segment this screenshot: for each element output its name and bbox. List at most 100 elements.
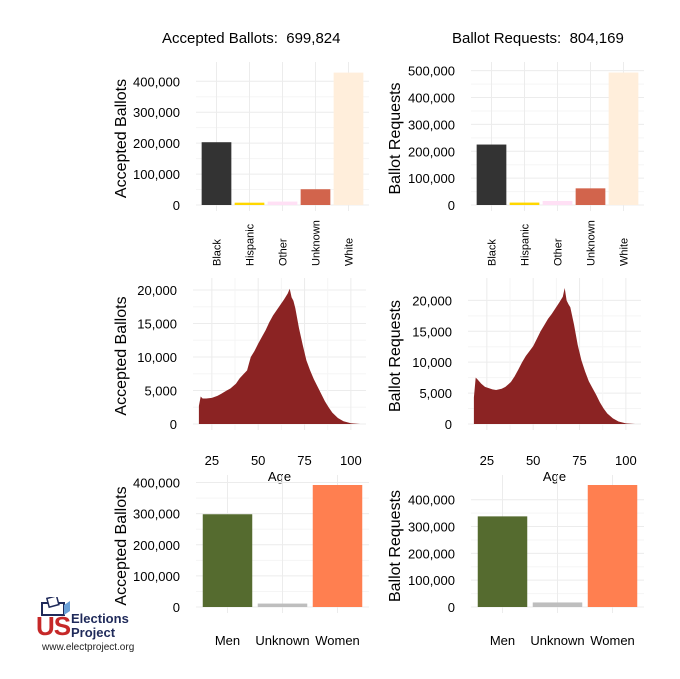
- race-accepted-bar-unknown: [300, 189, 331, 205]
- gender-requests-ytick-label: 0: [448, 600, 455, 615]
- age-requests-xtick-label: 100: [615, 453, 637, 468]
- race-requests-bar-hispanic: [509, 202, 540, 205]
- race-requests-bar-white: [608, 72, 639, 205]
- race-requests-ytick-label: 500,000: [408, 64, 455, 79]
- age-accepted-ytick-label: 0: [170, 417, 177, 432]
- age-accepted-ytick-label: 10,000: [137, 350, 177, 365]
- race-accepted-ytick-label: 300,000: [133, 105, 180, 120]
- gender-accepted-ylabel: Accepted Ballots: [113, 486, 130, 605]
- gender-accepted-ytick-label: 300,000: [133, 507, 180, 522]
- race-requests-ytick-label: 200,000: [408, 144, 455, 159]
- gender-requests-xtick-label: Women: [590, 633, 635, 648]
- race-requests-ytick-label: 0: [448, 198, 455, 213]
- ballot-requests-header-label: Ballot Requests:: [452, 30, 562, 47]
- age-requests-ytick-label: 10,000: [412, 355, 452, 370]
- race-accepted-ytick-label: 400,000: [133, 74, 180, 89]
- race-requests-bar-black: [476, 144, 507, 205]
- race-accepted-bar-hispanic: [234, 202, 265, 205]
- age-accepted-ytick-label: 5,000: [144, 384, 177, 399]
- logo-project: Project: [71, 625, 116, 640]
- race-accepted-ytick-label: 100,000: [133, 167, 180, 182]
- age-requests-ylabel: Ballot Requests: [387, 300, 404, 412]
- age-requests-ytick-label: 15,000: [412, 324, 452, 339]
- race-accepted-bar-other: [267, 201, 298, 205]
- gender-requests-bar-women: [587, 485, 638, 607]
- gender-accepted-xtick-label: Unknown: [255, 633, 309, 648]
- gender-accepted-bar-men: [202, 514, 253, 607]
- age-accepted-xtick-label: 50: [251, 453, 265, 468]
- ballot-requests-header-value: 804,169: [569, 30, 624, 47]
- race-requests-ytick-label: 400,000: [408, 91, 455, 106]
- race-accepted-ylabel: Accepted Ballots: [113, 79, 130, 198]
- race-accepted-ytick-label: 200,000: [133, 136, 180, 151]
- age-accepted-xlabel: Age: [268, 469, 291, 484]
- race-requests-xtick-label: Black: [487, 239, 499, 266]
- age-requests-ytick-label: 20,000: [412, 293, 452, 308]
- race-accepted-xtick-label: Other: [278, 238, 290, 266]
- race-accepted-bar-black: [201, 142, 232, 205]
- ballot-box-icon: [41, 597, 70, 616]
- race-requests-xtick-label: Unknown: [586, 220, 598, 266]
- age-requests-chart: 0 5,000 10,000 15,000 20,000 25 50 75 100 Age Ball…: [387, 278, 641, 484]
- gender-accepted-xtick-label: Men: [215, 633, 240, 648]
- gender-requests-ytick-label: 200,000: [408, 546, 455, 561]
- gender-requests-bar-men: [477, 516, 528, 607]
- age-requests-xtick-label: 25: [480, 453, 494, 468]
- gender-requests-bar-unknown: [532, 602, 583, 607]
- gender-accepted-bar-women: [312, 485, 363, 607]
- age-accepted-ytick-label: 20,000: [137, 283, 177, 298]
- age-requests-ytick-label: 5,000: [419, 386, 452, 401]
- race-accepted-xtick-label: White: [344, 238, 356, 266]
- age-requests-xtick-label: 75: [572, 453, 586, 468]
- race-requests-xtick-label: Hispanic: [520, 223, 532, 266]
- logo-us: US: [36, 611, 71, 641]
- gender-requests-ytick-label: 400,000: [408, 493, 455, 508]
- race-accepted-chart: 0 100,000 200,000 300,000 400,000 Black Hispan…: [113, 62, 369, 266]
- race-requests-bar-other: [542, 200, 573, 205]
- race-accepted-xtick-label: Hispanic: [245, 223, 257, 266]
- gender-accepted-xtick-label: Women: [315, 633, 360, 648]
- race-accepted-bar-white: [333, 72, 364, 205]
- age-accepted-xtick-label: 100: [340, 453, 362, 468]
- race-requests-ylabel: Ballot Requests: [387, 82, 404, 194]
- gender-accepted-ytick-label: 400,000: [133, 476, 180, 491]
- logo-elections: Elections: [71, 611, 129, 626]
- race-requests-ytick-label: 300,000: [408, 117, 455, 132]
- gender-requests-chart: 0 100,000 200,000 300,000 400,000 Men Unknown W…: [387, 475, 644, 648]
- age-requests-xlabel: Age: [543, 469, 566, 484]
- race-accepted-xtick-label: Unknown: [311, 220, 323, 266]
- ballot-requests-header: Ballot Requests: 804,169: [452, 30, 624, 47]
- race-requests-xtick-label: Other: [553, 238, 565, 266]
- race-requests-ytick-label: 100,000: [408, 171, 455, 186]
- gender-accepted-chart: 0 100,000 200,000 300,000 400,000 Men Unknown W…: [113, 475, 369, 648]
- age-accepted-chart: 0 5,000 10,000 15,000 20,000 25 50 75 100 Age Acce…: [113, 278, 366, 484]
- age-accepted-ytick-label: 15,000: [137, 317, 177, 332]
- race-requests-bar-unknown: [575, 188, 606, 205]
- gender-requests-xtick-label: Men: [490, 633, 515, 648]
- gender-requests-ylabel: Ballot Requests: [387, 490, 404, 602]
- age-requests-area: [473, 288, 636, 424]
- gender-requests-ytick-label: 100,000: [408, 573, 455, 588]
- logo-url: www.electproject.org: [42, 642, 135, 653]
- age-accepted-xtick-label: 25: [205, 453, 219, 468]
- age-requests-xtick-label: 50: [526, 453, 540, 468]
- gender-requests-ytick-label: 300,000: [408, 520, 455, 535]
- gender-requests-xtick-label: Unknown: [530, 633, 584, 648]
- gender-accepted-ytick-label: 200,000: [133, 538, 180, 553]
- race-accepted-ytick-label: 0: [173, 198, 180, 213]
- gender-accepted-ytick-label: 100,000: [133, 569, 180, 584]
- race-requests-xtick-label: White: [619, 238, 631, 266]
- age-requests-ytick-label: 0: [445, 417, 452, 432]
- race-accepted-xtick-label: Black: [212, 239, 224, 266]
- accepted-ballots-header: Accepted Ballots: 699,824: [162, 30, 340, 47]
- race-requests-chart: 0 100,000 200,000 300,000 400,000 500,000 Blac…: [387, 62, 644, 266]
- accepted-ballots-header-value: 699,824: [286, 30, 341, 47]
- gender-accepted-bar-unknown: [257, 603, 308, 607]
- age-accepted-ylabel: Accepted Ballots: [113, 296, 130, 415]
- accepted-ballots-header-label: Accepted Ballots:: [162, 30, 278, 47]
- age-accepted-xtick-label: 75: [297, 453, 311, 468]
- age-accepted-area: [198, 288, 361, 424]
- gender-accepted-ytick-label: 0: [173, 600, 180, 615]
- us-elections-project-logo: US Elections Project www.electproject.or…: [36, 597, 166, 659]
